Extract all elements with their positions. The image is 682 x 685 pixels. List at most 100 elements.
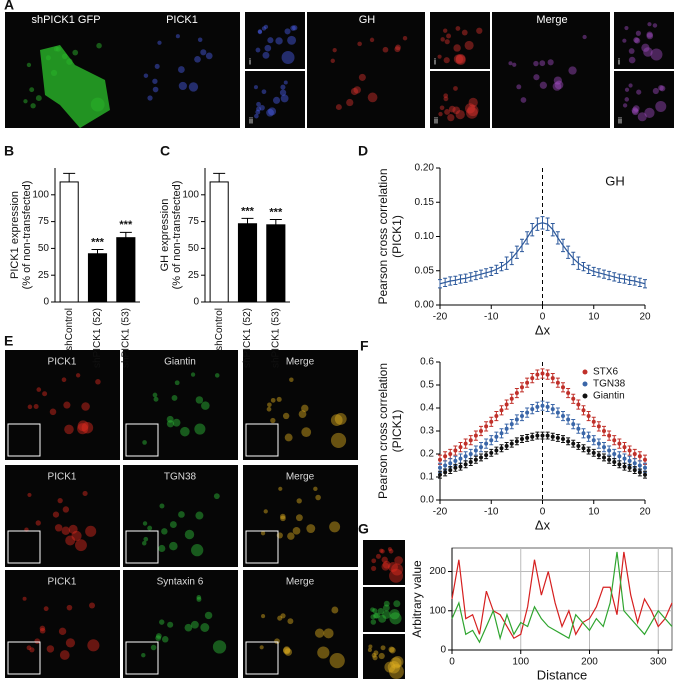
micrograph-signal — [301, 404, 309, 413]
micrograph-signal — [169, 521, 177, 529]
micrograph-signal — [628, 83, 633, 88]
micrograph-signal — [191, 544, 204, 557]
point — [514, 391, 519, 396]
point — [443, 454, 448, 459]
point — [632, 468, 637, 473]
micrograph-signal — [330, 414, 343, 426]
micrograph-signal — [388, 562, 399, 572]
panel-letter: C — [160, 143, 170, 159]
micrograph-signal — [464, 40, 474, 50]
micrograph-signal — [169, 541, 178, 551]
point — [473, 457, 478, 462]
error-bar — [453, 275, 458, 285]
micrograph-signal — [367, 647, 372, 652]
point — [479, 429, 483, 433]
micrograph-signal — [195, 396, 204, 404]
point — [540, 433, 545, 438]
image-label: Merge — [286, 357, 315, 368]
micrograph-signal — [622, 38, 627, 43]
point — [468, 438, 473, 443]
micrograph-signal — [36, 387, 42, 392]
error-bar — [63, 172, 76, 182]
image-label: PICK1 — [48, 472, 77, 483]
error-bar — [555, 231, 560, 245]
x-axis-label: Δx — [535, 322, 551, 337]
micrograph-signal — [196, 595, 202, 600]
point — [561, 385, 565, 390]
point — [545, 404, 550, 409]
micrograph-signal — [350, 87, 359, 96]
image-label: shPICK1 GFP — [31, 14, 100, 26]
micrograph-signal — [357, 41, 362, 47]
micrograph-signal — [75, 539, 87, 552]
micrograph-signal — [161, 528, 168, 535]
micrograph-signal — [331, 606, 339, 614]
micrograph-signal — [389, 568, 404, 583]
y-tick-label: 0.05 — [415, 265, 435, 276]
micrograph — [614, 12, 674, 69]
micrograph-signal — [280, 613, 286, 619]
y-axis-label: Pearson cross correlation — [376, 168, 390, 304]
point — [612, 452, 617, 456]
micrograph-signal — [647, 22, 652, 27]
error-bar — [479, 269, 483, 279]
micrograph-signal — [387, 547, 392, 552]
annotation: GH — [605, 173, 625, 188]
point — [479, 455, 483, 460]
micrograph-signal — [646, 32, 654, 40]
point — [530, 376, 535, 381]
legend-marker — [582, 381, 588, 387]
micrograph-signal — [292, 25, 298, 31]
micrograph-signal — [301, 427, 312, 438]
y-axis-label: (% of non-transfected) — [21, 181, 33, 290]
micrograph-signal — [373, 650, 379, 656]
point — [484, 424, 489, 429]
micrograph-signal — [52, 511, 60, 518]
point — [607, 457, 612, 462]
y-tick-label: 0.15 — [415, 197, 435, 208]
micrograph-signal — [437, 54, 442, 59]
point — [555, 435, 560, 440]
micrograph-signal — [624, 97, 630, 102]
micrograph-signal — [391, 563, 404, 576]
micrograph-signal — [455, 54, 466, 66]
micrograph-signal — [379, 548, 384, 553]
micrograph-signal — [255, 109, 261, 115]
micrograph-signal — [280, 513, 286, 520]
error-bar — [241, 217, 254, 224]
micrograph-signal — [270, 417, 276, 424]
micrograph-signal — [75, 373, 81, 378]
micrograph-signal — [283, 80, 288, 85]
point — [514, 417, 519, 422]
point — [463, 441, 468, 446]
y-tick-label: 25 — [38, 270, 50, 281]
inset-box — [245, 641, 279, 675]
point — [489, 438, 494, 443]
micrograph-signal — [262, 51, 270, 59]
micrograph-signal — [632, 105, 640, 112]
y-axis-label: Pearson cross correlation — [376, 363, 390, 499]
point — [448, 461, 453, 466]
micrograph — [430, 71, 490, 128]
micrograph-signal — [284, 28, 291, 35]
point — [550, 434, 555, 439]
micrograph-signal — [624, 87, 630, 92]
micrograph-signal — [257, 29, 263, 34]
point — [586, 414, 591, 419]
micrograph-signal — [58, 627, 67, 636]
micrograph-signal — [650, 48, 663, 61]
micrograph-signal — [329, 521, 341, 533]
point — [448, 452, 453, 456]
micrograph-signal — [370, 607, 375, 612]
error-bar — [632, 276, 637, 286]
significance: *** — [119, 219, 133, 231]
significance: *** — [91, 236, 105, 248]
point — [555, 410, 560, 415]
micrograph-signal — [628, 56, 636, 64]
image-label: PICK1 — [48, 357, 77, 368]
micrograph — [243, 465, 358, 567]
x-tick-label: shControl — [64, 308, 75, 351]
micrograph-signal — [512, 62, 517, 67]
micrograph-signal — [180, 426, 190, 437]
point — [566, 391, 571, 396]
